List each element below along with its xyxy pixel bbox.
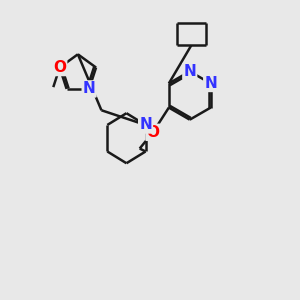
Text: N: N	[183, 64, 196, 79]
Text: O: O	[146, 125, 159, 140]
Text: N: N	[83, 81, 95, 96]
Text: O: O	[53, 60, 66, 75]
Text: N: N	[139, 118, 152, 133]
Text: N: N	[204, 76, 217, 91]
